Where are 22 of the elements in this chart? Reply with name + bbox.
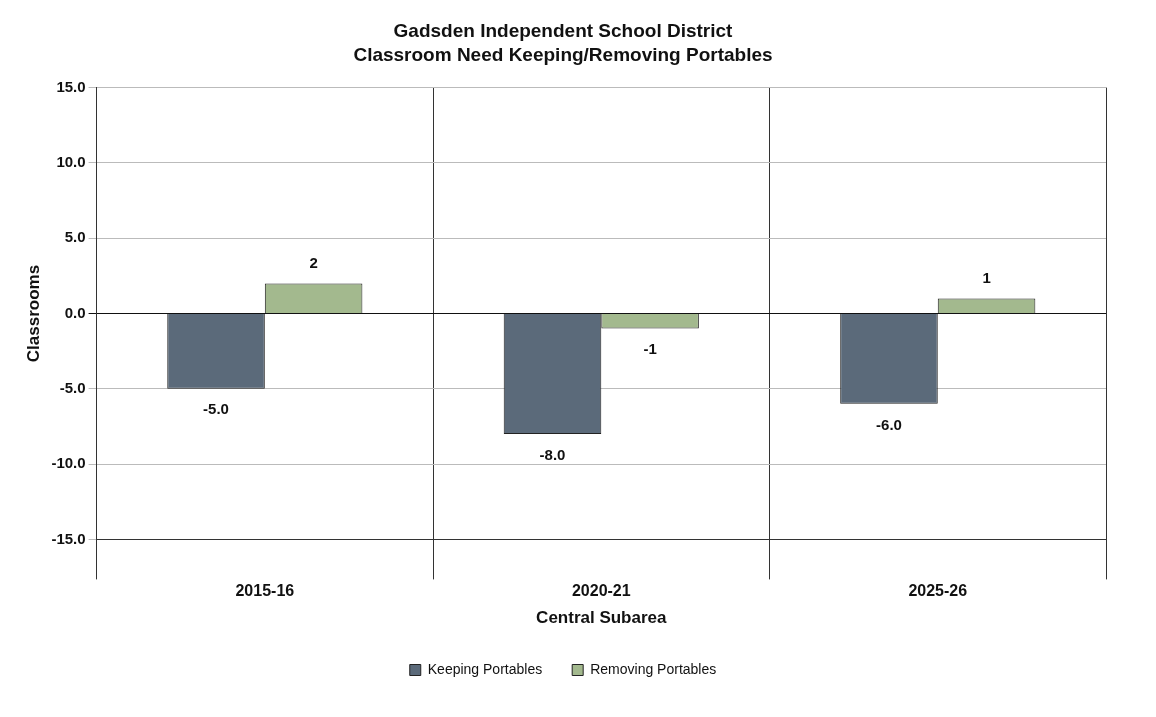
data-label: 1 — [982, 269, 991, 287]
data-label: 2 — [309, 254, 318, 272]
data-label: -5.0 — [203, 400, 229, 418]
y-tick-label: -10.0 — [51, 454, 86, 472]
chart-subtitle: Classroom Need Keeping/Removing Portables — [353, 44, 773, 66]
legend-label: Keeping Portables — [427, 660, 543, 677]
data-label: -6.0 — [876, 415, 902, 433]
chart-title: Gadsden Independent School District — [393, 19, 734, 41]
y-tick-label: 15.0 — [56, 77, 86, 95]
x-tick-label: 2025-26 — [908, 582, 968, 600]
y-tick-label: 10.0 — [56, 153, 86, 171]
data-label: -8.0 — [539, 445, 566, 463]
y-tick-label: 0.0 — [64, 303, 86, 321]
x-tick-label: 2020-21 — [571, 582, 631, 600]
legend-label: Removing Portables — [590, 660, 717, 677]
data-label: -1 — [643, 340, 657, 358]
x-axis-title: Central Subarea — [536, 608, 668, 628]
y-tick-label: 5.0 — [64, 228, 86, 246]
x-tick-label: 2015-16 — [235, 582, 295, 600]
y-tick-label: -5.0 — [59, 378, 86, 396]
y-axis-title: Classrooms — [23, 264, 43, 363]
y-tick-label: -15.0 — [51, 529, 86, 547]
